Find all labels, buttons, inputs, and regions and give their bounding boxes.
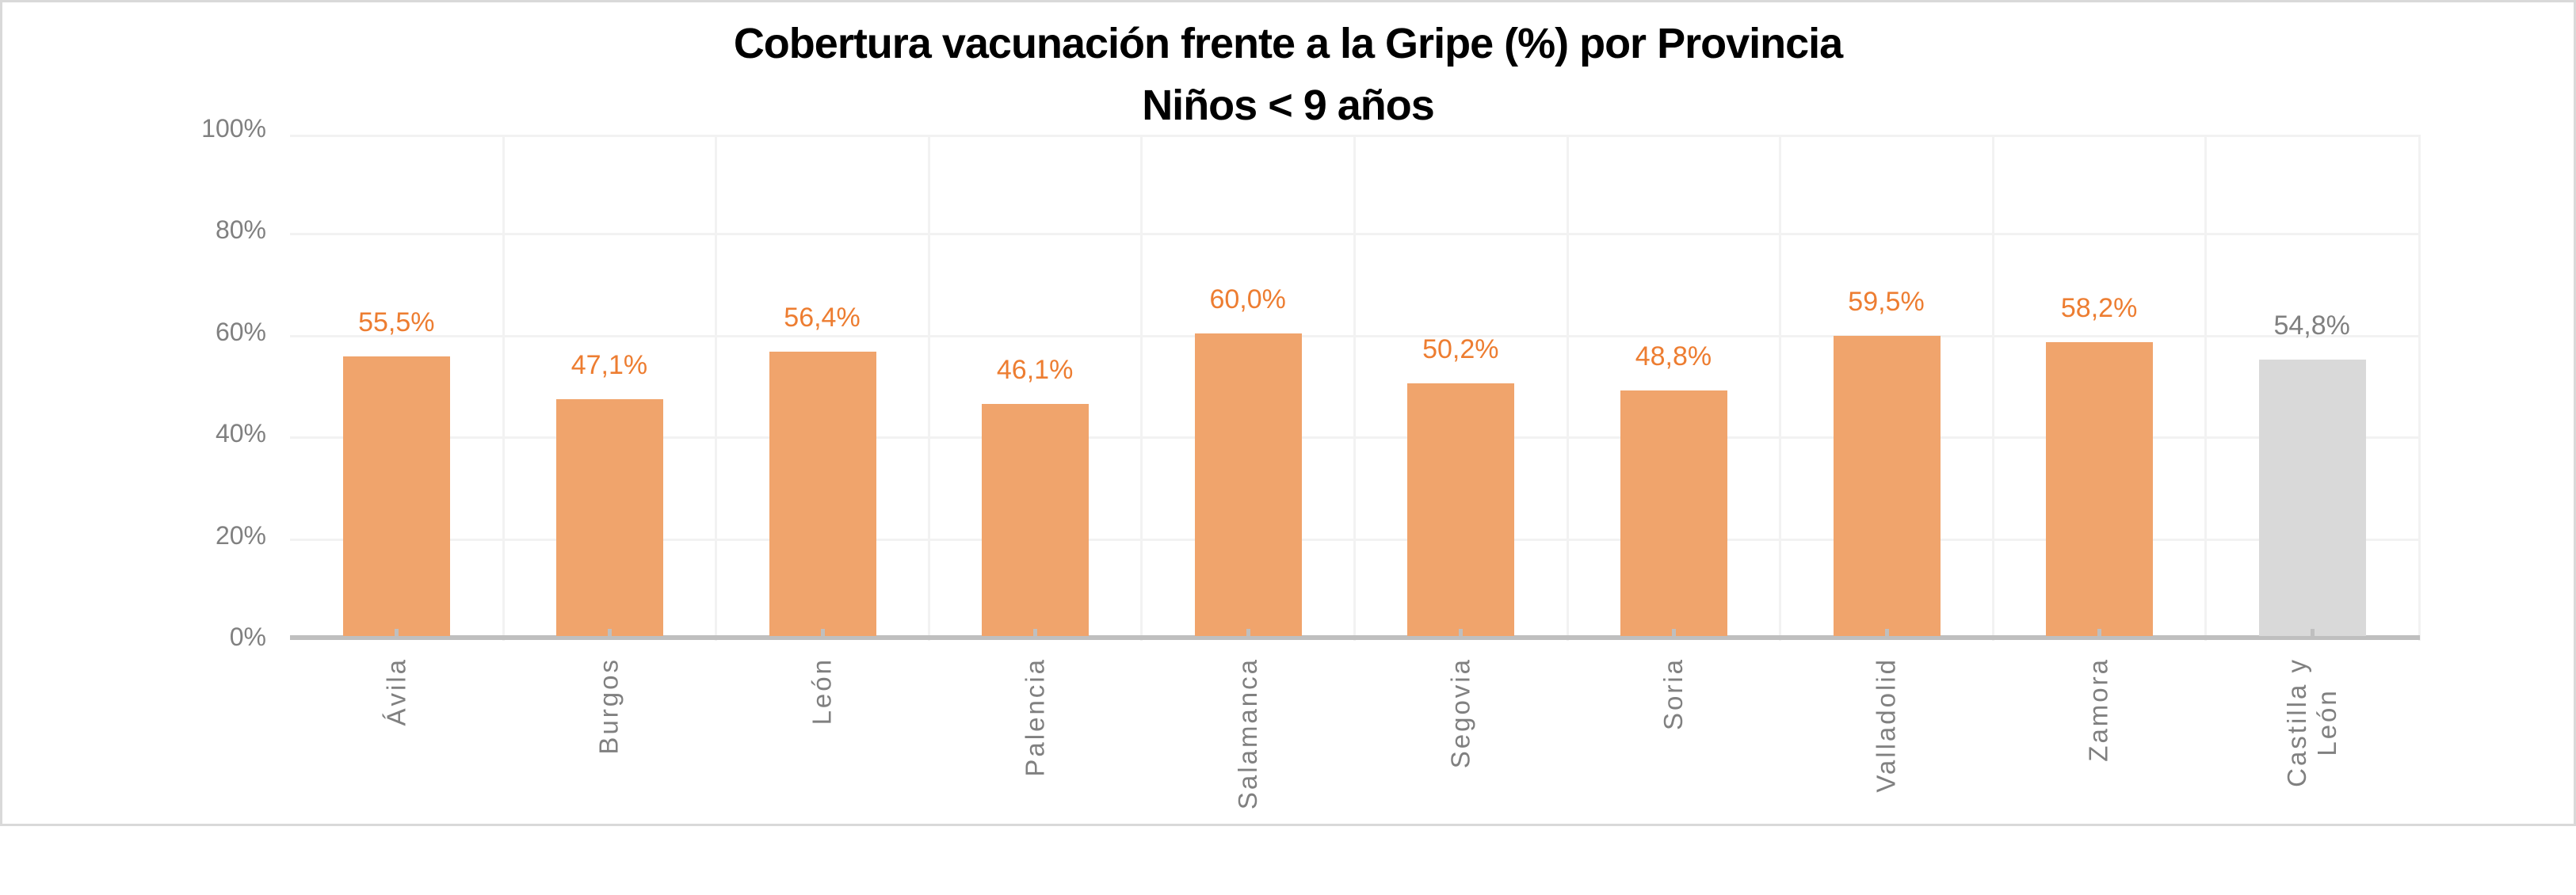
bar[interactable] bbox=[982, 404, 1090, 636]
bar[interactable] bbox=[2046, 342, 2154, 636]
bar[interactable] bbox=[555, 398, 663, 636]
bar-total[interactable] bbox=[2258, 360, 2366, 636]
gridline-vertical bbox=[1140, 137, 1143, 641]
x-tick-mark bbox=[2310, 629, 2315, 637]
x-tick-mark bbox=[820, 629, 825, 637]
data-label: 48,8% bbox=[1635, 341, 1712, 371]
data-label: 60,0% bbox=[1209, 284, 1286, 314]
category-label: Castilla y León bbox=[2281, 657, 2341, 787]
data-label: 50,2% bbox=[1422, 333, 1499, 364]
gridline-vertical bbox=[715, 137, 718, 641]
x-tick-mark bbox=[1884, 629, 1889, 637]
x-tick-label: Burgos bbox=[372, 657, 624, 895]
y-tick-label: 80% bbox=[215, 215, 266, 245]
x-tick-mark bbox=[1459, 629, 1464, 637]
bar[interactable] bbox=[1407, 383, 1515, 636]
y-tick-label: 100% bbox=[201, 114, 266, 143]
bar[interactable] bbox=[1620, 390, 1727, 636]
plot-area bbox=[290, 135, 2421, 641]
data-label: 47,1% bbox=[571, 349, 648, 380]
gridline-vertical bbox=[927, 137, 930, 641]
data-label: 56,4% bbox=[784, 302, 861, 333]
data-label: 58,2% bbox=[2060, 293, 2138, 324]
y-tick-label: 40% bbox=[215, 419, 266, 448]
bar[interactable] bbox=[769, 351, 876, 636]
x-tick-label: Valladolid bbox=[1649, 657, 1901, 895]
chart-title: Cobertura vacunación frente a la Gripe (… bbox=[733, 20, 1843, 67]
x-tick-mark bbox=[1671, 629, 1676, 637]
x-tick-mark bbox=[1246, 629, 1250, 637]
data-label: 54,8% bbox=[2273, 310, 2350, 341]
x-tick-label: Salamanca bbox=[1010, 657, 1262, 895]
gridline-vertical bbox=[2204, 137, 2208, 641]
x-tick-label: Segovia bbox=[1223, 657, 1475, 895]
bar[interactable] bbox=[1833, 336, 1941, 636]
data-label: 55,5% bbox=[358, 307, 435, 337]
x-tick-label: Soria bbox=[1436, 657, 1688, 895]
bar[interactable] bbox=[343, 356, 451, 636]
y-tick-label: 60% bbox=[215, 317, 266, 346]
x-tick-mark bbox=[1033, 629, 1038, 637]
gridline-vertical bbox=[1779, 137, 1782, 641]
gridline-vertical bbox=[1991, 137, 1994, 641]
gridline-vertical bbox=[502, 137, 505, 641]
y-tick-label: 0% bbox=[229, 623, 266, 651]
bar[interactable] bbox=[1194, 333, 1302, 636]
x-tick-mark bbox=[607, 629, 612, 637]
x-tick-label: León bbox=[585, 657, 837, 895]
data-label: 59,5% bbox=[1848, 287, 1925, 317]
x-tick-mark bbox=[395, 629, 399, 637]
chart-subtitle: Niños < 9 años bbox=[1142, 82, 1435, 129]
y-tick-label: 20% bbox=[215, 520, 266, 550]
gridline-vertical bbox=[1353, 137, 1356, 641]
x-tick-label: Castilla y León bbox=[2074, 657, 2341, 895]
x-tick-label: Zamora bbox=[1861, 657, 2113, 895]
gridline-vertical bbox=[1566, 137, 1569, 641]
x-axis-line bbox=[290, 635, 2420, 640]
data-label: 46,1% bbox=[996, 355, 1074, 386]
x-tick-mark bbox=[2097, 629, 2102, 637]
x-tick-label: Ávila bbox=[158, 657, 410, 895]
x-tick-label: Palencia bbox=[797, 657, 1049, 895]
